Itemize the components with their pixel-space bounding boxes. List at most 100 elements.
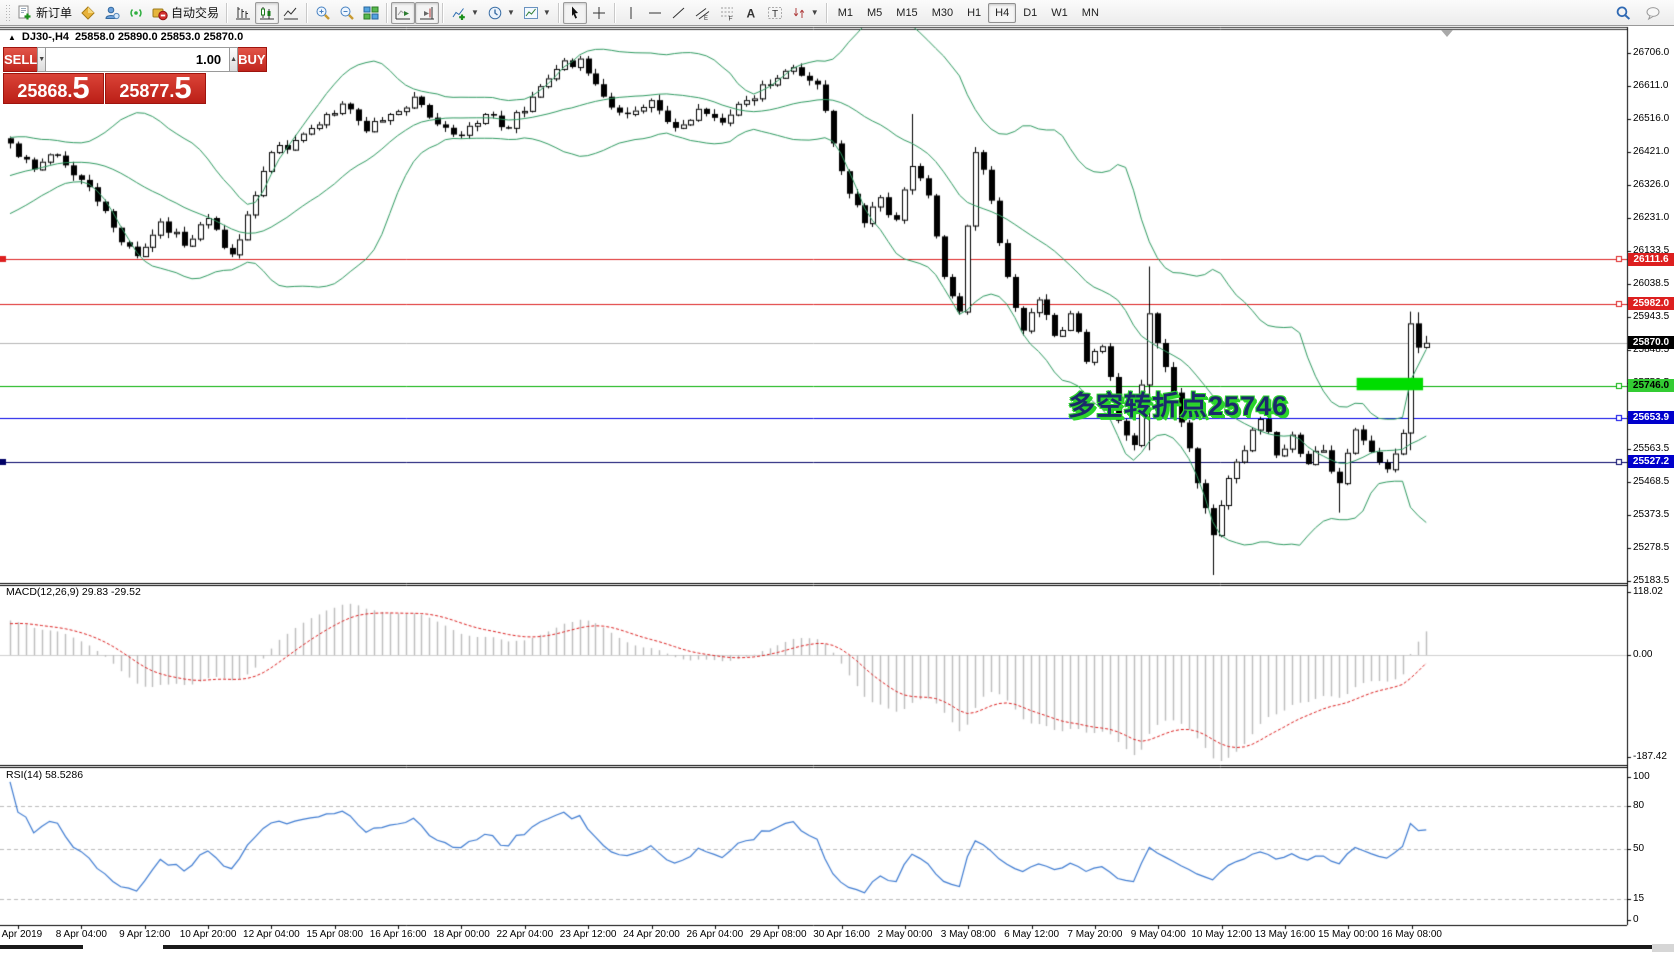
arrows-icon: [791, 5, 807, 21]
svg-text:F: F: [728, 15, 732, 21]
profile-icon: [104, 5, 120, 21]
toolbar-zoom-out-button[interactable]: [335, 2, 359, 24]
date-axis-tick: 13 May 16:00: [1254, 929, 1316, 940]
timeframe-h4-button[interactable]: H4: [988, 2, 1017, 23]
date-axis-tick: 22 Apr 04:00: [496, 929, 554, 940]
timeframe-m15-button[interactable]: M15: [896, 6, 918, 19]
rsi-indicator-label: RSI(14) 58.5286: [6, 769, 84, 781]
periods-icon: [487, 5, 503, 21]
price-line-tag: 26111.6: [1628, 252, 1674, 266]
toolbar-chart-shift-button[interactable]: [415, 1, 440, 24]
price-axis-tick: 26133.5: [1633, 245, 1670, 256]
date-axis-tick: 26 Apr 04:00: [686, 929, 744, 940]
toolbar-zoom-in-button[interactable]: [311, 2, 335, 24]
scrollbar-thumb[interactable]: [163, 945, 1652, 949]
horizontal-scrollbar[interactable]: [0, 944, 1674, 952]
sell-button[interactable]: SELL: [3, 47, 38, 72]
buy-price-big-digit: 5: [174, 70, 192, 105]
toolbar-bar-chart-button[interactable]: [231, 2, 255, 24]
chart-text-annotation[interactable]: 多空转折点25746: [1068, 391, 1289, 421]
toolbar-candlesticks-button[interactable]: [255, 1, 280, 24]
horizontal-line-icon: [647, 5, 663, 21]
chart-shift-marker-icon: [1441, 30, 1453, 37]
toolbar-cursor-button[interactable]: [562, 1, 587, 24]
macd-axis-tick: 0.00: [1633, 649, 1653, 660]
search-icon: [1615, 5, 1631, 21]
trendline-icon: [671, 5, 687, 21]
toolbar-gold-diamond-button[interactable]: [76, 2, 100, 24]
rsi-axis-tick: 0: [1633, 914, 1639, 925]
scrollbar-segment[interactable]: [0, 945, 83, 949]
price-chart-canvas[interactable]: [0, 26, 1674, 953]
timeframe-mn-button[interactable]: MN: [1081, 6, 1099, 19]
price-axis-tick: 25468.5: [1633, 476, 1670, 487]
fibonacci-icon: F: [719, 5, 735, 21]
date-axis-tick: 24 Apr 20:00: [623, 929, 680, 940]
price-axis-tick: 25563.5: [1633, 443, 1670, 454]
ohlc-values: 25858.0 25890.0 25853.0 25870.0: [75, 31, 244, 43]
toolbar-indicators-button[interactable]: ▼: [447, 2, 483, 24]
candlesticks-icon: [259, 5, 275, 21]
timeframe-w1-button[interactable]: W1: [1051, 6, 1068, 19]
toolbar-templates-button[interactable]: ▼: [519, 2, 555, 24]
symbol-period-label: DJ30-,H4: [21, 31, 69, 43]
timeframe-m5-button[interactable]: M5: [867, 6, 883, 19]
toolbar-search-button[interactable]: [1611, 2, 1635, 24]
toolbar-text-label-button[interactable]: T: [763, 2, 787, 24]
buy-price-display[interactable]: 25877. 5: [105, 70, 206, 105]
price-line-tag: 25653.9: [1628, 411, 1674, 425]
dropdown-caret-icon: ▼: [542, 8, 551, 17]
price-line-tag: 25982.0: [1628, 297, 1674, 311]
crosshair-icon: [591, 5, 607, 21]
toolbar-line-chart-button[interactable]: [279, 2, 303, 24]
toolbar-fibonacci-button[interactable]: F: [715, 2, 739, 24]
svg-text:A: A: [746, 6, 755, 20]
timeframe-m1-button[interactable]: M1: [837, 6, 853, 19]
price-axis-tick: 25373.5: [1633, 509, 1670, 520]
toolbar-horizontal-line-button[interactable]: [643, 2, 667, 24]
toolbar-profile-button[interactable]: [100, 2, 124, 24]
toolbar-auto-scroll-button[interactable]: [391, 1, 416, 24]
macd-panel-divider[interactable]: [0, 581, 1674, 586]
volume-decrease-button[interactable]: ▼: [37, 47, 47, 72]
toolbar-new-order-button[interactable]: 新订单: [13, 2, 76, 24]
macd-axis-tick: -187.42: [1633, 751, 1667, 762]
toolbar-grip: [5, 3, 11, 22]
macd-axis-tick: 118.02: [1633, 586, 1663, 597]
timeframe-m30-button[interactable]: M30: [931, 6, 954, 19]
rsi-axis-tick: 100: [1633, 771, 1650, 782]
timeframe-d1-button[interactable]: D1: [1023, 6, 1038, 19]
toolbar-trendline-button[interactable]: [667, 2, 691, 24]
toolbar-equidistant-channel-button[interactable]: E: [691, 2, 715, 24]
price-axis-tick: 25943.5: [1633, 311, 1670, 322]
date-axis-tick: 7 May 20:00: [1067, 929, 1123, 940]
dropdown-caret-icon: ▼: [810, 8, 819, 17]
toolbar-tile-windows-button[interactable]: [359, 2, 383, 24]
toolbar-vertical-line-button[interactable]: [619, 2, 643, 24]
chart-shift-icon: [419, 5, 435, 21]
toolbar-crosshair-button[interactable]: [587, 2, 611, 24]
volume-input[interactable]: [46, 47, 230, 72]
buy-button[interactable]: BUY: [238, 47, 267, 72]
cursor-icon: [567, 5, 583, 21]
price-axis-tick: 25183.5: [1633, 575, 1670, 586]
current-price-tag: 25870.0: [1628, 336, 1674, 350]
date-axis-tick: 23 Apr 12:00: [559, 929, 617, 940]
rsi-panel-divider[interactable]: [0, 763, 1674, 768]
toolbar-chat-button[interactable]: [1641, 2, 1665, 24]
toolbar-autotrading-button[interactable]: 自动交易: [148, 2, 223, 24]
toolbar-signals-button[interactable]: [124, 2, 148, 24]
dropdown-caret-icon: ▼: [471, 8, 479, 17]
toolbar-arrows-button[interactable]: ▼: [787, 2, 823, 24]
date-axis-tick: 9 Apr 12:00: [119, 929, 171, 940]
toolbar-new-order-label: 新订单: [36, 6, 73, 20]
date-axis-tick: 16 Apr 16:00: [369, 929, 427, 940]
one-click-collapse-icon[interactable]: ▲: [8, 32, 16, 42]
sell-price-display[interactable]: 25868. 5: [3, 72, 104, 104]
timeframe-h1-button[interactable]: H1: [967, 6, 982, 19]
toolbar-text-button[interactable]: A: [739, 2, 763, 24]
toolbar-periods-button[interactable]: ▼: [483, 2, 519, 24]
volume-increase-button[interactable]: ▲: [229, 47, 239, 72]
price-axis-tick: 26038.5: [1633, 278, 1670, 289]
toolbar-separator: [557, 2, 560, 23]
